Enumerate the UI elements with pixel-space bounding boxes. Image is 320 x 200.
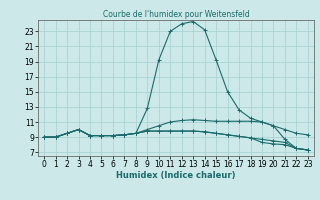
X-axis label: Humidex (Indice chaleur): Humidex (Indice chaleur) [116,171,236,180]
Title: Courbe de l'humidex pour Weitensfeld: Courbe de l'humidex pour Weitensfeld [103,10,249,19]
